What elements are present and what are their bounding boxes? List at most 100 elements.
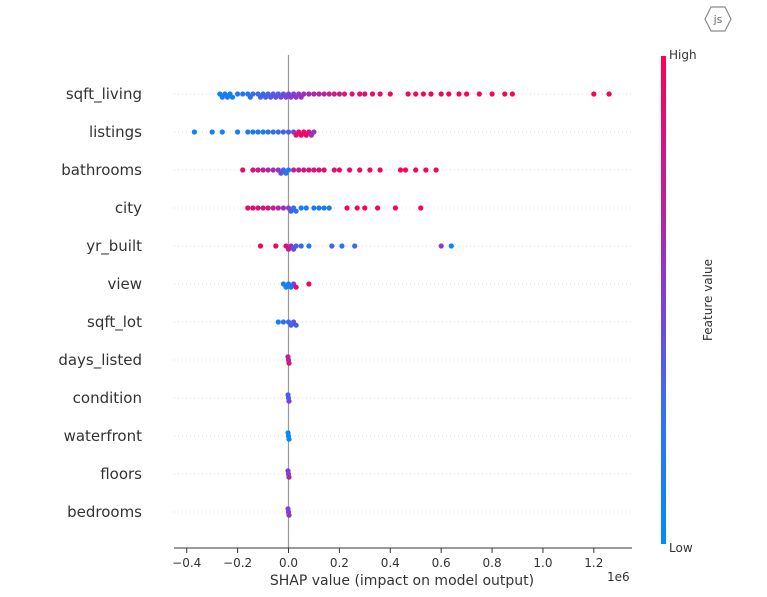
- colorbar-high-label: High: [669, 48, 697, 62]
- point-yr_built-7: [298, 243, 304, 249]
- point-yr_built-9: [329, 243, 335, 249]
- feature-label-city: city: [115, 199, 142, 217]
- point-sqft_living-10: [250, 91, 256, 97]
- point-floors-2: [285, 468, 291, 474]
- point-view-5: [293, 284, 299, 290]
- x-axis-title: SHAP value (impact on model output): [270, 573, 534, 589]
- point-listings-11: [280, 129, 286, 135]
- point-listings-4: [245, 129, 251, 135]
- point-bathrooms-12: [296, 167, 302, 173]
- feature-label-sqft_lot: sqft_lot: [87, 313, 142, 332]
- point-sqft_living-42: [377, 91, 383, 97]
- point-sqft_living-32: [316, 91, 322, 97]
- feature-label-yr_built: yr_built: [86, 237, 142, 256]
- point-city-19: [354, 205, 360, 211]
- point-city-15: [316, 205, 322, 211]
- point-bathrooms-27: [423, 167, 429, 173]
- feature-label-bedrooms: bedrooms: [67, 503, 142, 521]
- feature-label-waterfront: waterfront: [64, 427, 143, 445]
- point-city-3: [260, 205, 266, 211]
- point-yr_built-12: [438, 243, 444, 249]
- point-sqft_living-46: [420, 91, 426, 97]
- point-waterfront-2: [285, 430, 291, 436]
- feature-label-view: view: [107, 275, 142, 293]
- point-sqft_living-50: [456, 91, 462, 97]
- point-listings-21: [311, 129, 317, 135]
- point-yr_built-10: [339, 243, 345, 249]
- point-bathrooms-24: [397, 167, 404, 173]
- point-city-2: [255, 205, 261, 211]
- point-city-14: [311, 205, 317, 211]
- point-city-23: [418, 205, 424, 211]
- badge-text: js: [713, 13, 723, 26]
- point-bathrooms-16: [316, 167, 322, 173]
- point-sqft_living-5: [229, 94, 236, 100]
- point-listings-12: [285, 129, 292, 135]
- point-sqft_lot-0: [275, 319, 281, 325]
- point-sqft_living-43: [387, 91, 393, 97]
- feature-label-sqft_living: sqft_living: [66, 85, 142, 104]
- point-yr_built-1: [273, 243, 279, 249]
- point-listings-2: [219, 129, 225, 135]
- point-sqft_living-52: [476, 91, 482, 97]
- point-days_listed-1: [286, 360, 292, 366]
- point-city-4: [265, 205, 271, 211]
- point-bathrooms-14: [306, 167, 312, 173]
- point-sqft_living-54: [502, 91, 508, 97]
- point-city-12: [298, 205, 304, 211]
- point-sqft_lot-5: [293, 322, 299, 328]
- point-listings-0: [191, 129, 197, 135]
- point-bathrooms-28: [433, 167, 439, 173]
- point-city-13: [303, 205, 309, 211]
- point-yr_built-13: [448, 243, 454, 249]
- point-listings-6: [255, 129, 261, 135]
- point-bathrooms-18: [331, 167, 337, 173]
- point-bathrooms-23: [377, 167, 383, 173]
- point-sqft_living-51: [464, 91, 470, 97]
- point-listings-7: [260, 129, 266, 135]
- point-listings-1: [209, 129, 215, 135]
- point-listings-3: [235, 129, 241, 135]
- point-city-17: [326, 205, 332, 211]
- point-sqft_living-47: [428, 91, 434, 97]
- point-bathrooms-4: [265, 167, 271, 173]
- x-axis: −0.4 −0.2 0.0 0.2 0.4 0.6 0.8 1.0 1.2: [172, 547, 632, 570]
- point-listings-8: [265, 129, 271, 135]
- point-city-18: [344, 205, 350, 211]
- point-sqft_living-49: [446, 91, 452, 97]
- x-tick-label-6: 0.8: [483, 556, 502, 570]
- x-tick-label-2: 0.0: [279, 556, 298, 570]
- point-waterfront-1: [286, 436, 292, 442]
- point-yr_built-8: [306, 243, 312, 249]
- point-sqft_living-48: [438, 91, 444, 97]
- point-sqft_living-44: [405, 91, 411, 97]
- point-sqft_living-7: [240, 91, 246, 97]
- point-bathrooms-19: [336, 167, 342, 173]
- point-bathrooms-11: [291, 167, 297, 173]
- point-sqft_living-33: [321, 91, 327, 97]
- point-listings-9: [270, 129, 276, 135]
- point-listings-10: [275, 129, 281, 135]
- point-sqft_living-30: [306, 91, 312, 97]
- point-city-16: [321, 205, 327, 211]
- x-tick-label-0: −0.4: [172, 556, 201, 570]
- point-sqft_living-45: [413, 91, 419, 97]
- point-sqft_living-6: [235, 91, 241, 97]
- point-condition-1: [286, 398, 292, 404]
- x-tick-label-7: 1.0: [533, 556, 552, 570]
- js-badge: js: [704, 6, 732, 32]
- point-bathrooms-1: [250, 167, 256, 173]
- point-bathrooms-20: [347, 167, 353, 173]
- point-city-7: [280, 205, 286, 211]
- point-city-20: [362, 205, 368, 211]
- point-city-21: [375, 205, 381, 211]
- point-sqft_living-39: [357, 91, 363, 97]
- point-condition-2: [285, 392, 291, 398]
- point-bathrooms-15: [311, 167, 317, 173]
- colorbar-title: Feature value: [701, 259, 715, 341]
- point-sqft_living-40: [362, 91, 368, 97]
- colorbar-gradient: [661, 56, 666, 544]
- x-tick-label-5: 0.6: [432, 556, 451, 570]
- colorbar: High Low Feature value: [661, 48, 715, 555]
